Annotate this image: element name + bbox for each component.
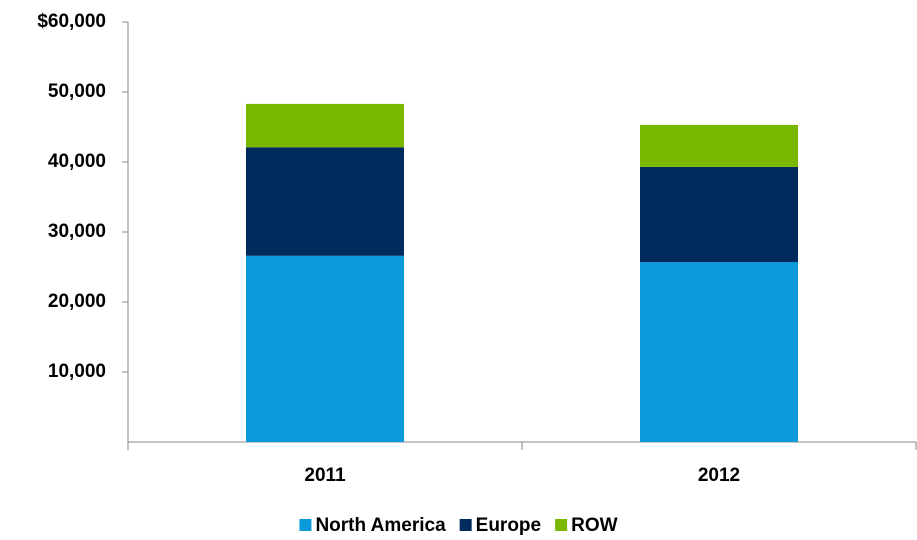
bar-segment	[640, 124, 798, 167]
legend-label: North America	[315, 515, 446, 536]
bar-segment	[246, 255, 404, 442]
bar-segment	[246, 147, 404, 256]
bar-segment	[640, 166, 798, 263]
legend-label: Europe	[476, 515, 541, 536]
legend-swatch	[555, 519, 568, 531]
x-tick-label: 2011	[304, 465, 346, 486]
y-tick-label: 20,000	[48, 291, 106, 312]
y-tick-label: 30,000	[48, 221, 106, 242]
legend-swatch	[459, 519, 472, 531]
x-tick-label: 2012	[698, 465, 740, 486]
y-tick-label: 50,000	[48, 81, 106, 102]
legend-swatch	[299, 519, 312, 531]
bar-segment	[640, 262, 798, 442]
y-tick-label: 10,000	[48, 361, 106, 382]
y-tick-label: $60,000	[37, 11, 106, 32]
y-tick-label: 40,000	[48, 151, 106, 172]
legend-label: ROW	[571, 515, 618, 536]
bar-segment	[246, 103, 404, 148]
